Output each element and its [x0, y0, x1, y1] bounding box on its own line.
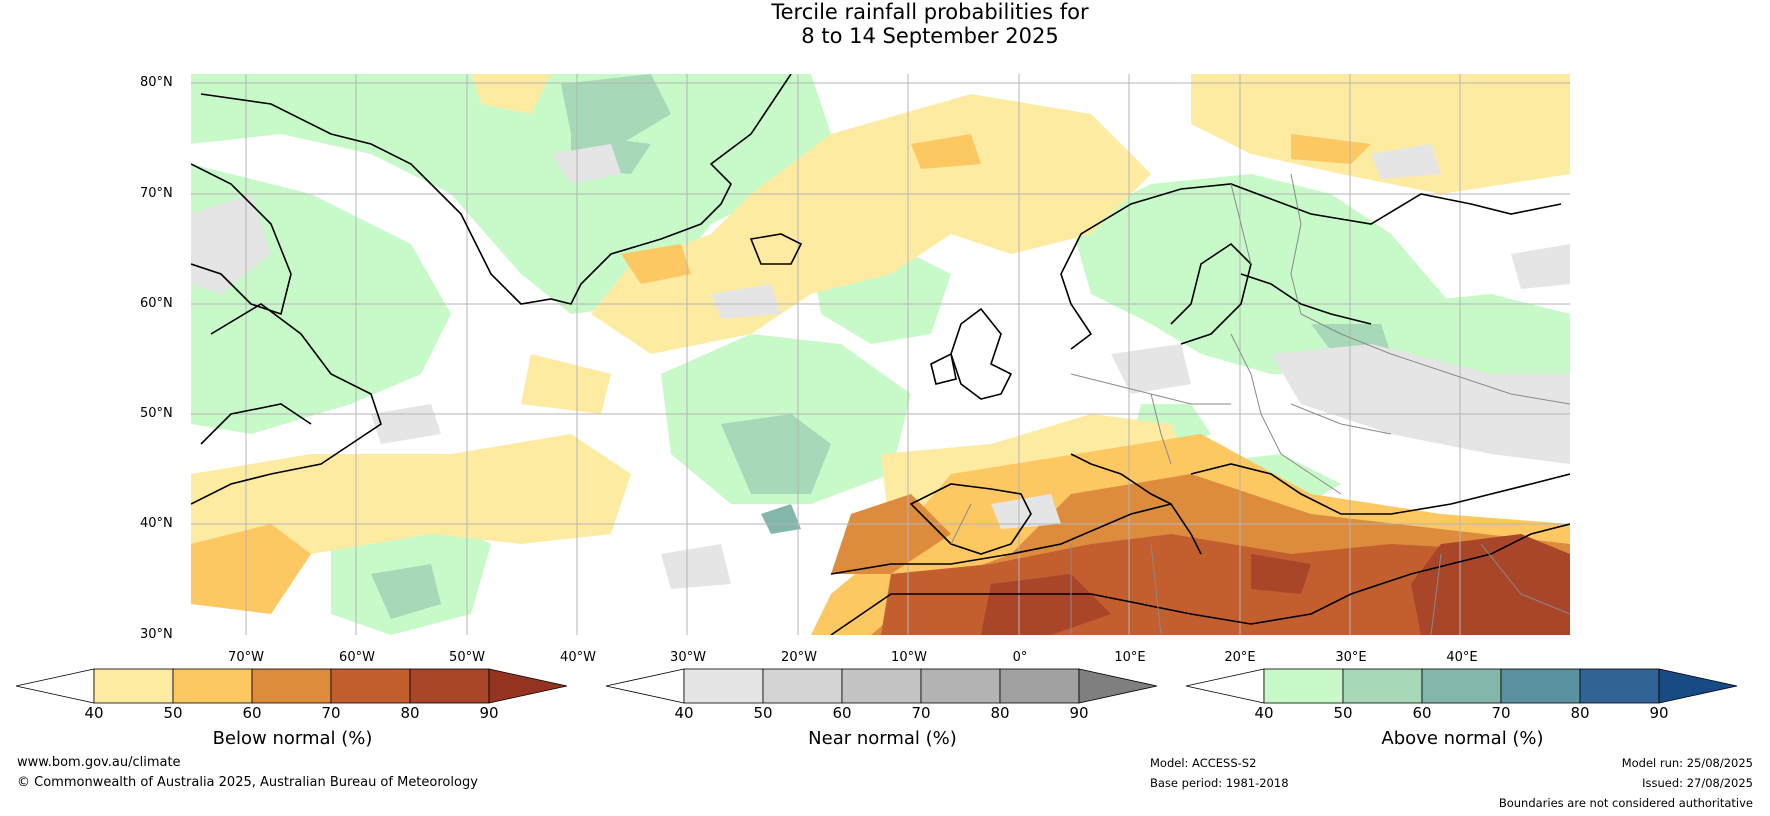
colorbar-above-tick-50: 50: [1333, 704, 1353, 722]
colorbar-above-tick-70: 70: [1491, 704, 1511, 722]
colorbar-below-segment-70: [330, 668, 411, 704]
below-normal-areas: [191, 74, 1570, 574]
lat-label-60n: 60°N: [140, 296, 173, 311]
colorbar-near-segment-70: [920, 668, 1001, 704]
footer-website: www.bom.gov.au/climate: [17, 755, 181, 770]
below-normal-90: [981, 534, 1570, 635]
forecast-map: [191, 74, 1570, 635]
colorbar-above-segments: [1185, 668, 1738, 704]
colorbar-below-segment-40: [93, 668, 174, 704]
colorbar-above-segment-50: [1342, 668, 1423, 704]
footer-model-run: Model run: 25/08/2025: [1621, 756, 1753, 770]
footer-model: Model: ACCESS-S2: [1150, 756, 1257, 770]
lon-label-0: 0°: [1012, 650, 1028, 665]
lon-label-70w: 70°W: [228, 650, 264, 665]
colorbar-below-segment-60: [251, 668, 332, 704]
lon-label-40e: 40°E: [1446, 650, 1478, 665]
footer-copyright: © Commonwealth of Australia 2025, Austra…: [17, 775, 478, 790]
colorbar-near-tick-50: 50: [753, 704, 773, 722]
lat-label-30n: 30°N: [140, 627, 173, 642]
colorbar-below-segment-50: [172, 668, 253, 704]
colorbar-above-segment-80: [1579, 668, 1660, 704]
colorbar-near-tick-90: 90: [1069, 704, 1089, 722]
colorbar-above-tick-40: 40: [1254, 704, 1274, 722]
colorbar-near-normal: [605, 668, 1158, 704]
colorbar-below-normal: [15, 668, 568, 704]
colorbar-above-tick-90: 90: [1649, 704, 1669, 722]
lon-label-10e: 10°E: [1114, 650, 1146, 665]
lon-label-20e: 20°E: [1224, 650, 1256, 665]
colorbar-below-tick-40: 40: [84, 704, 104, 722]
colorbar-below-segment-80: [409, 668, 490, 704]
lon-label-20w: 20°W: [781, 650, 817, 665]
colorbar-near-segment-40: [683, 668, 764, 704]
lon-label-30e: 30°E: [1335, 650, 1367, 665]
lon-label-40w: 40°W: [560, 650, 596, 665]
near-normal-areas: [191, 144, 1570, 589]
lat-label-70n: 70°N: [140, 186, 173, 201]
colorbar-below-label: Below normal (%): [212, 728, 373, 749]
colorbar-above-over-triangle: [1658, 668, 1738, 704]
colorbar-near-tick-80: 80: [990, 704, 1010, 722]
colorbar-below-under-triangle: [15, 668, 95, 704]
coastlines: [191, 74, 1570, 635]
colorbar-near-tick-60: 60: [832, 704, 852, 722]
colorbar-near-tick-40: 40: [674, 704, 694, 722]
colorbar-above-segment-40: [1263, 668, 1344, 704]
colorbar-below-tick-80: 80: [400, 704, 420, 722]
colorbar-below-tick-50: 50: [163, 704, 183, 722]
colorbar-near-segments: [605, 668, 1158, 704]
colorbar-below-tick-60: 60: [242, 704, 262, 722]
footer-base-period: Base period: 1981-2018: [1150, 776, 1289, 790]
footer-issued: Issued: 27/08/2025: [1642, 776, 1753, 790]
colorbar-above-label: Above normal (%): [1381, 728, 1544, 749]
lat-label-50n: 50°N: [140, 406, 173, 421]
colorbar-below-segments: [15, 668, 568, 704]
colorbar-above-under-triangle: [1185, 668, 1265, 704]
colorbar-near-label: Near normal (%): [808, 728, 957, 749]
graticule: [191, 74, 1570, 635]
colorbar-above-normal: [1185, 668, 1738, 704]
footer-disclaimer: Boundaries are not considered authoritat…: [1498, 796, 1753, 810]
colorbar-below-tick-70: 70: [321, 704, 341, 722]
colorbar-near-tick-70: 70: [911, 704, 931, 722]
colorbar-near-segment-60: [841, 668, 922, 704]
colorbar-below-tick-90: 90: [479, 704, 499, 722]
colorbar-below-over-triangle: [488, 668, 568, 704]
country-borders: [950, 173, 1570, 635]
colorbar-above-tick-80: 80: [1570, 704, 1590, 722]
title-line-1: Tercile rainfall probabilities for: [771, 0, 1089, 24]
colorbar-near-segment-50: [762, 668, 843, 704]
lat-label-80n: 80°N: [140, 75, 173, 90]
colorbar-near-over-triangle: [1078, 668, 1158, 704]
lon-label-60w: 60°W: [339, 650, 375, 665]
lon-label-50w: 50°W: [449, 650, 485, 665]
lat-label-40n: 40°N: [140, 516, 173, 531]
lon-label-30w: 30°W: [670, 650, 706, 665]
colorbar-near-segment-80: [999, 668, 1080, 704]
colorbar-near-under-triangle: [605, 668, 685, 704]
map-title: Tercile rainfall probabilities for 8 to …: [0, 0, 1770, 48]
lon-label-10w: 10°W: [891, 650, 927, 665]
colorbar-above-segment-60: [1421, 668, 1502, 704]
colorbar-above-segment-70: [1500, 668, 1581, 704]
title-line-2: 8 to 14 September 2025: [801, 24, 1059, 48]
colorbar-above-tick-60: 60: [1412, 704, 1432, 722]
